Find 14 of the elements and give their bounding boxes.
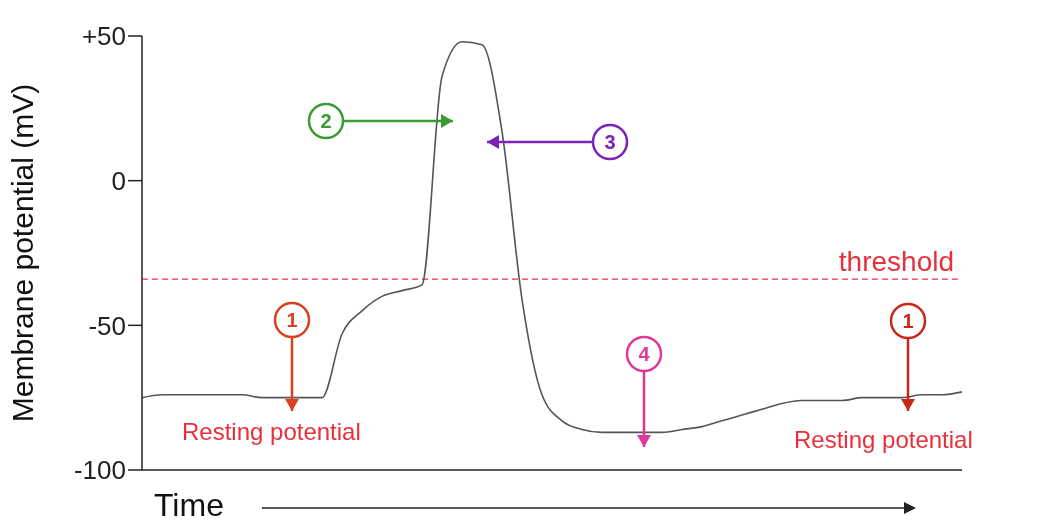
- annotation: 1: [286, 309, 298, 331]
- annotation: 4: [638, 343, 651, 365]
- annotation: Resting potential: [182, 418, 361, 445]
- ref-line-label: threshold: [838, 246, 954, 278]
- x-axis-title: Time: [154, 487, 224, 523]
- y-tick-label: -100: [73, 455, 126, 486]
- y-tick-label: -50: [88, 310, 126, 341]
- y-tick-label: +50: [81, 21, 126, 52]
- annotation: 2: [320, 110, 332, 132]
- y-tick-label: 0: [111, 165, 126, 196]
- annotation: Resting potential: [794, 426, 973, 453]
- y-axis-title: Membrane potential (mV): [5, 83, 39, 423]
- annotation: 1: [902, 310, 914, 332]
- annotation: 3: [604, 131, 616, 153]
